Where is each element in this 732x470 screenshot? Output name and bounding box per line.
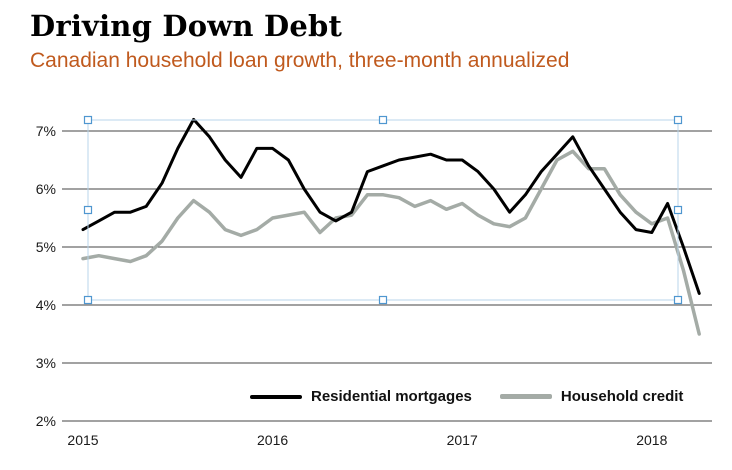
chart-subtitle: Canadian household loan growth, three-mo… [30,49,570,73]
x-tick-label: 2016 [257,432,288,448]
series-line-household-credit[interactable] [81,149,701,336]
x-tick-label: 2018 [636,432,667,448]
y-tick-label: 6% [36,181,56,197]
selection-handle-top-left[interactable] [83,115,93,125]
chart-header: Driving Down Debt Canadian household loa… [30,9,570,73]
chart-legend: Residential mortgages Household credit [250,388,683,405]
legend-item-household-credit: Household credit [499,388,684,405]
y-tick-label: 4% [36,297,56,313]
selection-handle-middle-left[interactable] [83,205,93,215]
legend-label-household-credit: Household credit [560,388,684,405]
selection-handle-bottom-right[interactable] [673,295,683,305]
y-tick-label: 7% [36,123,56,139]
selection-handle-bottom-left[interactable] [83,295,93,305]
residential-mortgages-line-swatch [250,394,302,399]
y-tick-label: 5% [36,239,56,255]
selection-handle-middle-right[interactable] [673,205,683,215]
legend-label-residential-mortgages: Residential mortgages [311,388,472,405]
chart-title: Driving Down Debt [30,9,343,43]
selection-handle-bottom-center[interactable] [378,295,388,305]
legend-item-residential-mortgages: Residential mortgages [250,388,472,405]
x-tick-label: 2015 [67,432,98,448]
y-tick-label: 2% [36,413,56,429]
x-tick-label: 2017 [447,432,478,448]
selection-handle-top-right[interactable] [673,115,683,125]
series-line-residential-mortgages[interactable] [81,117,701,295]
y-tick-label: 3% [36,355,56,371]
selection-handle-top-center[interactable] [378,115,388,125]
household-credit-line-swatch [499,394,552,399]
